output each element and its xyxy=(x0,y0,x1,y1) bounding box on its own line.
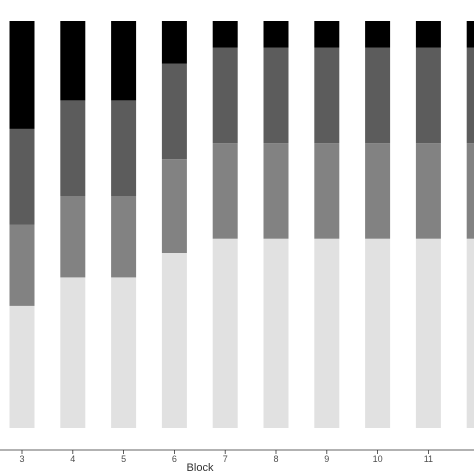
x-tick-label-4: 4 xyxy=(70,454,75,464)
bar-segment-4-layer-1 xyxy=(60,277,86,428)
bar-segment-12-layer-2 xyxy=(466,143,474,239)
bar-segment-7-layer-4 xyxy=(212,21,238,48)
x-tick-label-7: 7 xyxy=(223,454,228,464)
bar-segment-5-layer-4 xyxy=(111,21,137,101)
bar-area xyxy=(9,21,474,428)
x-axis-ticks: 3456789101112 xyxy=(19,450,433,464)
bar-segment-8-layer-1 xyxy=(263,238,289,428)
bar-segment-6-layer-3 xyxy=(161,63,187,160)
bar-segment-8-layer-2 xyxy=(263,143,289,239)
bar-segment-3-layer-1 xyxy=(9,305,35,428)
x-tick-label-10: 10 xyxy=(373,454,383,464)
bar-segment-10-layer-4 xyxy=(365,21,391,48)
bar-segment-12-layer-3 xyxy=(466,47,474,144)
bar-segment-10-layer-1 xyxy=(365,238,391,428)
bar-segment-4-layer-2 xyxy=(60,196,86,278)
x-tick-label-9: 9 xyxy=(324,454,329,464)
bar-segment-5-layer-2 xyxy=(111,196,137,278)
bar-segment-6-layer-2 xyxy=(161,159,187,253)
x-tick-label-6: 6 xyxy=(172,454,177,464)
x-tick-label-5: 5 xyxy=(121,454,126,464)
bar-segment-7-layer-2 xyxy=(212,143,238,239)
bar-segment-7-layer-3 xyxy=(212,47,238,144)
bar-segment-8-layer-3 xyxy=(263,47,289,144)
bar-segment-6-layer-4 xyxy=(161,21,187,64)
bar-segment-4-layer-4 xyxy=(60,21,86,101)
bar-segment-3-layer-3 xyxy=(9,128,35,225)
bar-segment-12-layer-1 xyxy=(466,238,474,428)
bar-segment-4-layer-3 xyxy=(60,100,86,196)
bar-segment-3-layer-2 xyxy=(9,224,35,306)
bar-segment-9-layer-2 xyxy=(314,143,340,239)
bar-segment-11-layer-2 xyxy=(415,143,441,239)
bar-segment-9-layer-4 xyxy=(314,21,340,48)
bar-segment-12-layer-4 xyxy=(466,21,474,48)
x-tick-label-3: 3 xyxy=(19,454,24,464)
bar-segment-6-layer-1 xyxy=(161,253,187,428)
x-axis-title: Block xyxy=(187,462,214,474)
bar-segment-3-layer-4 xyxy=(9,21,35,129)
bar-segment-7-layer-1 xyxy=(212,238,238,428)
bar-segment-8-layer-4 xyxy=(263,21,289,48)
bar-segment-5-layer-3 xyxy=(111,100,137,196)
bar-segment-11-layer-3 xyxy=(415,47,441,144)
x-tick-label-11: 11 xyxy=(424,454,433,464)
bar-segment-10-layer-3 xyxy=(365,47,391,144)
bar-segment-9-layer-3 xyxy=(314,47,340,144)
bar-segment-5-layer-1 xyxy=(111,277,137,428)
x-tick-label-8: 8 xyxy=(273,454,278,464)
bar-segment-10-layer-2 xyxy=(365,143,391,239)
bar-segment-11-layer-1 xyxy=(415,238,441,428)
bar-segment-11-layer-4 xyxy=(415,21,441,48)
bar-segment-9-layer-1 xyxy=(314,238,340,428)
